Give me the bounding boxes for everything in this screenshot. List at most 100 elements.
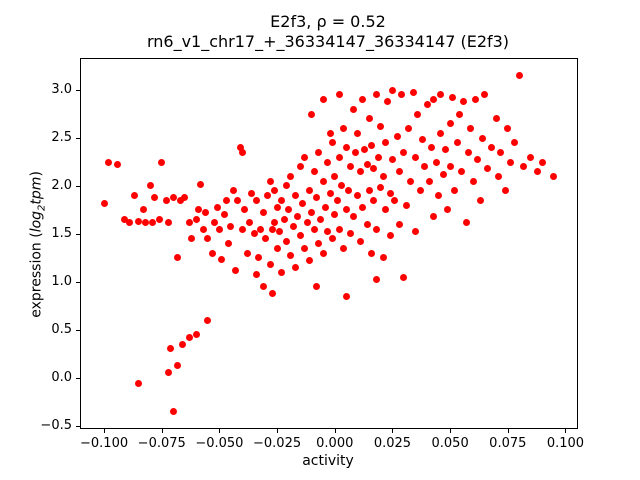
x-axis-label: activity xyxy=(302,453,354,469)
data-point xyxy=(471,96,479,104)
x-tick-label: −0.025 xyxy=(253,436,302,451)
data-point xyxy=(340,124,348,132)
data-point xyxy=(268,289,276,297)
data-point xyxy=(324,158,332,166)
data-point xyxy=(469,177,477,185)
x-tick-mark xyxy=(104,429,106,433)
data-point xyxy=(208,249,216,257)
data-point xyxy=(192,331,200,339)
x-tick-mark xyxy=(507,429,509,433)
data-point xyxy=(349,213,357,221)
data-point xyxy=(345,187,353,195)
data-point xyxy=(444,206,452,214)
y-tick-label: 2.5 xyxy=(51,130,72,146)
x-tick-mark xyxy=(392,429,394,433)
data-point xyxy=(382,139,390,147)
data-point xyxy=(453,139,461,147)
data-point xyxy=(423,101,431,109)
y-tick-label: 0.0 xyxy=(51,369,72,385)
data-point xyxy=(395,168,403,176)
x-tick-label: −0.050 xyxy=(195,436,244,451)
data-point xyxy=(425,177,433,185)
data-point xyxy=(481,91,489,99)
data-point xyxy=(465,148,473,156)
data-point xyxy=(259,283,267,291)
data-point xyxy=(365,115,373,123)
data-point xyxy=(467,124,475,132)
data-point xyxy=(446,163,454,171)
data-point xyxy=(462,218,470,226)
data-point xyxy=(388,86,396,94)
data-point xyxy=(218,256,226,264)
data-point xyxy=(368,142,376,150)
data-point xyxy=(405,124,413,132)
data-point xyxy=(317,216,325,224)
data-point xyxy=(538,158,546,166)
y-tick-mark xyxy=(76,185,80,187)
data-point xyxy=(130,192,138,200)
data-point xyxy=(282,182,290,190)
data-point xyxy=(215,225,223,233)
x-tick-label: 0.000 xyxy=(316,436,354,451)
data-point xyxy=(149,218,157,226)
data-point xyxy=(252,196,260,204)
data-point xyxy=(527,153,535,161)
data-point xyxy=(142,218,150,226)
x-tick-label: 0.075 xyxy=(489,436,527,451)
data-point xyxy=(342,206,350,214)
data-point xyxy=(245,218,253,226)
y-tick-mark xyxy=(76,90,80,92)
data-point xyxy=(241,206,249,214)
data-point xyxy=(384,98,392,106)
data-point xyxy=(363,220,371,228)
data-point xyxy=(105,158,113,166)
chart-title: E2f3, ρ = 0.52 xyxy=(270,12,386,31)
data-point xyxy=(312,193,320,201)
data-point xyxy=(305,187,313,195)
data-point xyxy=(437,91,445,99)
data-point xyxy=(287,251,295,259)
data-point xyxy=(169,407,177,415)
data-point xyxy=(483,165,491,173)
data-point xyxy=(197,180,205,188)
data-point xyxy=(202,209,210,217)
data-point xyxy=(250,230,258,238)
data-point xyxy=(303,218,311,226)
data-point xyxy=(273,203,281,211)
data-point xyxy=(474,155,482,163)
data-point xyxy=(458,168,466,176)
data-point xyxy=(414,110,422,118)
data-point xyxy=(195,206,203,214)
x-tick-label: 0.025 xyxy=(373,436,412,451)
data-point xyxy=(185,333,193,341)
data-point xyxy=(278,196,286,204)
data-point xyxy=(430,96,438,104)
data-point xyxy=(280,216,288,224)
data-point xyxy=(169,193,177,201)
data-point xyxy=(322,203,330,211)
data-point xyxy=(259,209,267,217)
x-tick-label: −0.075 xyxy=(137,436,186,451)
data-point xyxy=(400,148,408,156)
data-point xyxy=(298,199,306,207)
data-point xyxy=(158,158,166,166)
data-point xyxy=(412,228,419,236)
data-point xyxy=(236,144,244,152)
data-point xyxy=(266,177,274,185)
y-tick-mark xyxy=(76,425,80,427)
data-point xyxy=(418,136,426,144)
data-point xyxy=(232,266,240,274)
data-point xyxy=(125,218,133,226)
data-point xyxy=(402,201,410,209)
data-point xyxy=(354,129,362,137)
data-point xyxy=(439,170,447,178)
data-point xyxy=(377,123,385,131)
data-point xyxy=(511,139,519,147)
data-point xyxy=(319,96,327,104)
y-tick-label: 3.0 xyxy=(51,82,72,98)
data-point xyxy=(248,190,256,198)
data-point xyxy=(354,192,362,200)
data-point xyxy=(294,213,302,221)
data-point xyxy=(319,177,327,185)
data-point xyxy=(229,187,237,195)
